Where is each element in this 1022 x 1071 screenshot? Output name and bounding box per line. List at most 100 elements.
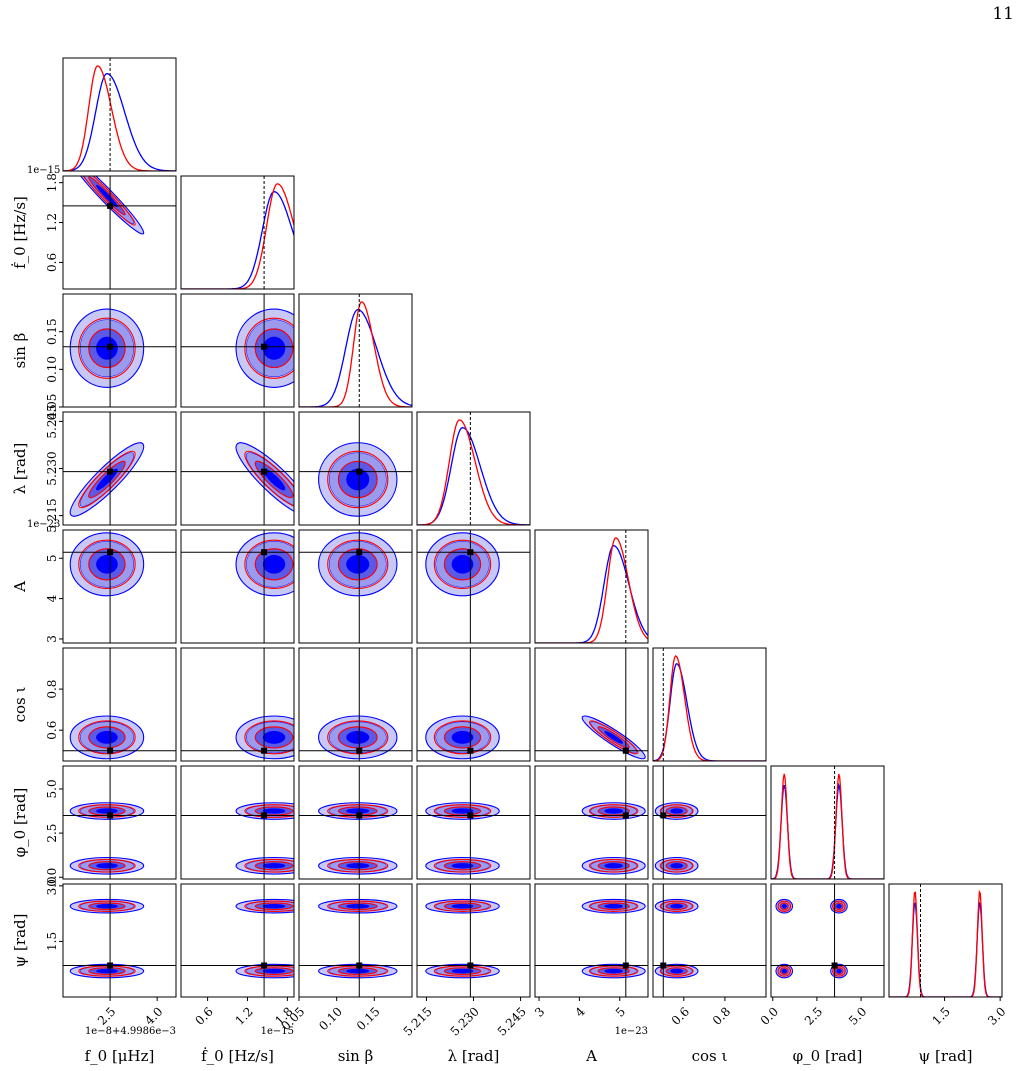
density-contour-red: [254, 328, 294, 369]
truth-point: [107, 202, 114, 209]
page-number: 11: [992, 4, 1014, 24]
y-tick-label-sinb: 0.15: [45, 318, 59, 345]
x-tick-label-phi0: 5.0: [846, 1004, 869, 1027]
density-contour-red: [443, 902, 482, 911]
panel-frame: [180, 647, 295, 762]
panel-cosi-A: [534, 647, 649, 762]
density-contour-red: [78, 539, 136, 590]
truth-point: [660, 962, 667, 969]
density-contour-red: [443, 548, 482, 581]
panel-frame: [62, 765, 177, 880]
density-contour-red: [78, 858, 136, 873]
panel-frame: [298, 411, 413, 526]
panel-frame: [298, 647, 413, 762]
truth-point: [261, 468, 268, 475]
density-contour-red: [78, 317, 136, 379]
panel-frame: [652, 765, 767, 880]
x-offset-text-fdot: 1e−15: [261, 1026, 294, 1037]
density-contour-blue: [96, 863, 118, 869]
truth-point: [356, 747, 363, 754]
density-contour-red: [78, 450, 136, 509]
density-contour-red: [777, 900, 792, 912]
panel-frame: [62, 293, 177, 408]
density-contour-blue: [670, 968, 684, 974]
panel-phi0-sinb: [298, 765, 413, 880]
panel-lambda-f0: 5.215 5.230 5.245 λ [rad]: [11, 404, 177, 533]
truth-point: [622, 812, 629, 819]
density-contour-blue: [96, 730, 118, 744]
density-contour-red: [78, 900, 136, 912]
density-contour-blue: [781, 968, 787, 974]
density-contour-blue: [346, 968, 370, 974]
density-contour-red: [597, 967, 630, 975]
density-contour-blue: [262, 730, 286, 744]
density-contour-red: [327, 450, 389, 509]
truth-point: [107, 468, 114, 475]
truth-point: [261, 549, 268, 556]
density-contour-red: [244, 539, 294, 590]
density-contour-red: [88, 328, 126, 369]
posterior-blue-lambda: [417, 427, 530, 525]
panel-frame: [180, 293, 295, 408]
truth-point: [107, 747, 114, 754]
posterior-red-A: [535, 537, 648, 643]
posterior-blue-fdot: [181, 191, 294, 289]
density-contour-blue: [670, 863, 684, 869]
panel-frame: [652, 883, 767, 998]
density-contour-blue: [96, 554, 118, 574]
panel-cosi-fdot: [180, 647, 295, 762]
density-contour-red: [779, 902, 789, 911]
panel-phi0-f0: 0.0 2.5 5.0 φ_0 [rad]: [11, 765, 177, 887]
panel-cosi-cosi: [652, 647, 767, 762]
density-contour-red: [244, 804, 294, 818]
density-contour-blue: [451, 968, 474, 974]
truth-point: [356, 812, 363, 819]
truth-point: [467, 549, 474, 556]
panel-frame: [534, 883, 649, 998]
panel-sinb-fdot: [180, 293, 295, 408]
density-contour-red: [832, 900, 846, 912]
density-contour-red: [433, 720, 492, 755]
x-offset-text-A: 1e−23: [615, 1026, 648, 1037]
density-contour-red: [659, 858, 694, 873]
y-axis-label-psi: ψ [rad]: [11, 914, 29, 968]
panel-psi-A: 3 4 5 1e−23 A: [532, 883, 649, 1065]
x-axis-label-f0: f_0 [μHz]: [85, 1047, 155, 1065]
panel-cosi-lambda: [416, 647, 531, 762]
x-tick-label-lambda: 5.230: [448, 1004, 482, 1038]
truth-point: [622, 747, 629, 754]
density-contour-red: [337, 548, 378, 581]
panel-frame: [416, 529, 531, 644]
density-contour-red: [337, 902, 378, 911]
y-tick-label-cosi: 0.8: [45, 680, 59, 699]
x-axis-label-A: A: [585, 1047, 597, 1065]
density-contour-red: [588, 720, 639, 755]
density-contour-red: [433, 858, 492, 873]
truth-point: [660, 812, 667, 819]
density-contour-blue: [262, 863, 286, 869]
y-tick-label-fdot: 1.2: [45, 213, 59, 232]
y-tick-label-lambda: 5.230: [45, 451, 59, 485]
density-contour-blue: [836, 968, 842, 974]
truth-point: [107, 962, 114, 969]
y-axis-label-sinb: sin β: [11, 333, 29, 369]
density-contour-red: [337, 861, 378, 871]
panel-psi-fdot: 0.6 1.2 1.81e−15ḟ_0 [Hz/s]: [180, 883, 296, 1065]
x-tick-label-psi: 1.5: [930, 1004, 953, 1027]
x-axis-label-psi: ψ [rad]: [919, 1047, 973, 1065]
panel-frame: [652, 647, 767, 762]
panel-frame: [298, 883, 413, 998]
x-tick-label-f0: 2.5: [95, 1004, 118, 1027]
density-contour-blue: [346, 863, 370, 869]
density-contour-red: [244, 858, 294, 873]
x-axis-label-phi0: φ_0 [rad]: [793, 1047, 863, 1065]
panel-A-f0: 3 4 5 1e−23 A: [11, 519, 177, 644]
density-contour-red: [327, 900, 389, 912]
panel-frame: [62, 175, 177, 290]
density-contour-red: [443, 726, 482, 749]
density-contour-red: [88, 176, 126, 216]
density-contour-red: [327, 858, 389, 873]
density-contour-blue: [346, 554, 370, 574]
x-offset-text-f0: 1e−8+4.9986e−3: [85, 1026, 176, 1037]
